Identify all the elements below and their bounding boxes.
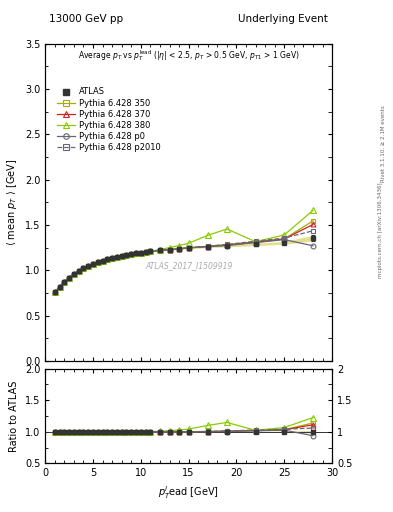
- Legend: ATLAS, Pythia 6.428 350, Pythia 6.428 370, Pythia 6.428 380, Pythia 6.428 p0, Py: ATLAS, Pythia 6.428 350, Pythia 6.428 37…: [55, 86, 163, 154]
- Text: ATLAS_2017_I1509919: ATLAS_2017_I1509919: [145, 261, 232, 270]
- Y-axis label: Ratio to ATLAS: Ratio to ATLAS: [9, 380, 19, 452]
- Text: 13000 GeV pp: 13000 GeV pp: [49, 14, 123, 25]
- X-axis label: $p_T^l{\rm ead}$ [GeV]: $p_T^l{\rm ead}$ [GeV]: [158, 484, 219, 501]
- Text: mcplots.cern.ch [arXiv:1306.3436]: mcplots.cern.ch [arXiv:1306.3436]: [378, 183, 383, 278]
- Text: Average $p_T$ vs $p_T^{\rm lead}$ ($|\eta|$ < 2.5, $p_T$ > 0.5 GeV, $p_{T1}$ > 1: Average $p_T$ vs $p_T^{\rm lead}$ ($|\et…: [78, 48, 299, 63]
- Y-axis label: $\langle$ mean $p_T$ $\rangle$ [GeV]: $\langle$ mean $p_T$ $\rangle$ [GeV]: [5, 159, 19, 246]
- Text: Underlying Event: Underlying Event: [238, 14, 328, 25]
- Text: Rivet 3.1.10, ≥ 2.1M events: Rivet 3.1.10, ≥ 2.1M events: [381, 105, 386, 182]
